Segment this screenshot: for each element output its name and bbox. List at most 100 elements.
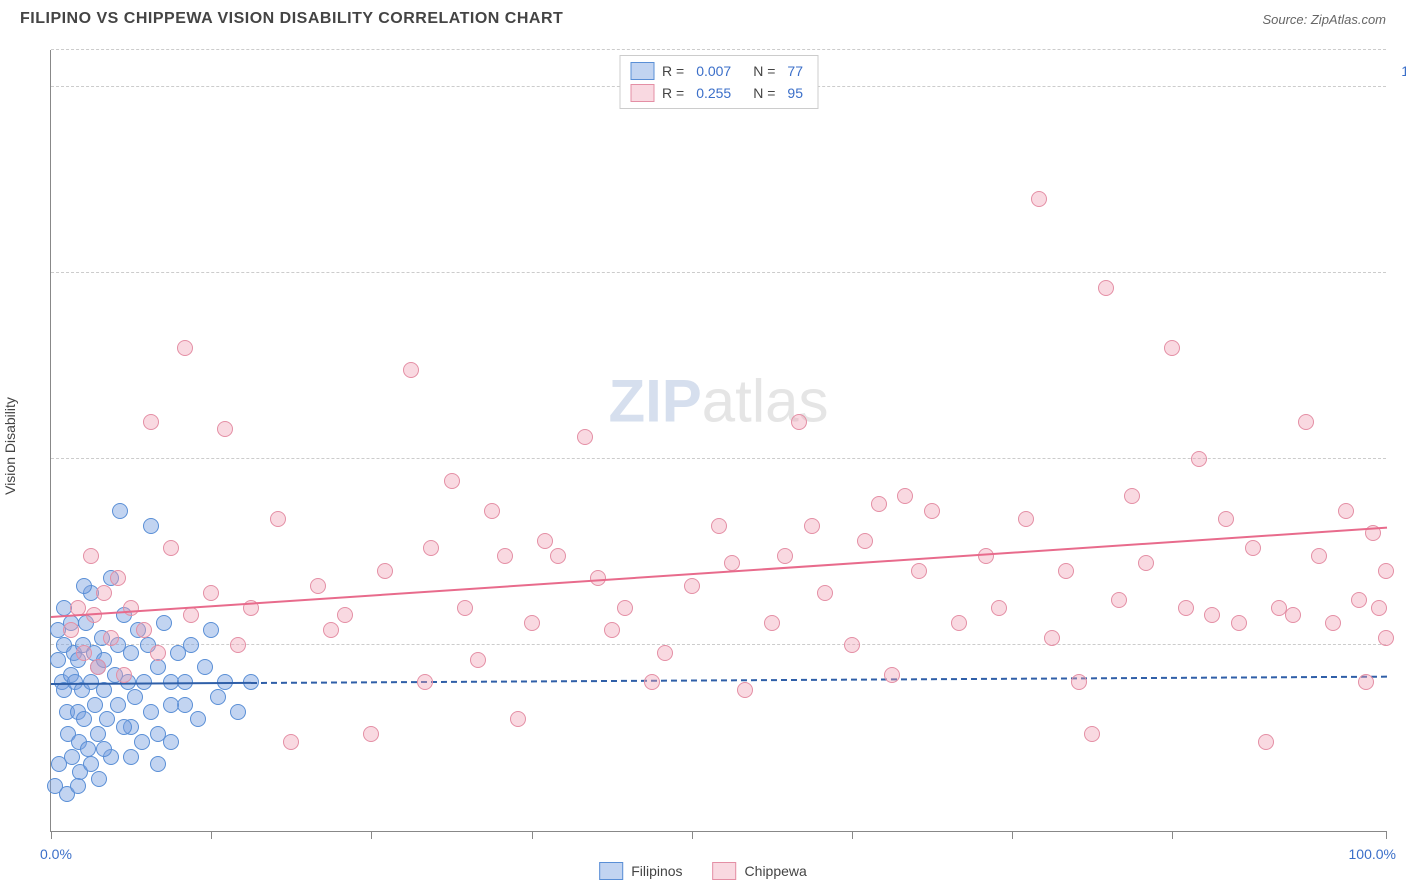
data-point-chippewa [951, 615, 967, 631]
x-axis-min-label: 0.0% [40, 846, 72, 862]
data-point-chippewa [76, 645, 92, 661]
source-attribution: Source: ZipAtlas.com [1262, 12, 1386, 27]
data-point-chippewa [991, 600, 1007, 616]
data-point-chippewa [143, 414, 159, 430]
data-point-filipinos [123, 749, 139, 765]
data-point-chippewa [724, 555, 740, 571]
gridline [51, 458, 1386, 459]
data-point-chippewa [857, 533, 873, 549]
legend-label: Filipinos [631, 863, 682, 879]
data-point-filipinos [123, 645, 139, 661]
data-point-filipinos [99, 711, 115, 727]
data-point-chippewa [310, 578, 326, 594]
y-tick-label: 5.0% [1391, 435, 1406, 451]
data-point-filipinos [91, 771, 107, 787]
data-point-chippewa [1018, 511, 1034, 527]
data-point-chippewa [844, 637, 860, 653]
data-point-chippewa [817, 585, 833, 601]
data-point-chippewa [1358, 674, 1374, 690]
data-point-filipinos [183, 637, 199, 653]
y-tick-label: 7.5% [1391, 249, 1406, 265]
data-point-chippewa [83, 548, 99, 564]
data-point-chippewa [897, 488, 913, 504]
data-point-filipinos [76, 578, 92, 594]
data-point-chippewa [177, 340, 193, 356]
data-point-filipinos [163, 734, 179, 750]
data-point-filipinos [70, 778, 86, 794]
data-point-filipinos [127, 689, 143, 705]
data-point-chippewa [323, 622, 339, 638]
legend-row: R =0.007N =77 [630, 60, 807, 82]
data-point-filipinos [51, 756, 67, 772]
data-point-chippewa [1124, 488, 1140, 504]
data-point-chippewa [524, 615, 540, 631]
data-point-chippewa [577, 429, 593, 445]
y-tick-label: 10.0% [1391, 63, 1406, 79]
data-point-chippewa [510, 711, 526, 727]
data-point-filipinos [87, 697, 103, 713]
legend-row: R =0.255N =95 [630, 82, 807, 104]
data-point-filipinos [156, 615, 172, 631]
data-point-chippewa [1058, 563, 1074, 579]
legend-item: Chippewa [713, 862, 807, 880]
data-point-chippewa [457, 600, 473, 616]
legend-label: Chippewa [745, 863, 807, 879]
data-point-filipinos [143, 518, 159, 534]
data-point-chippewa [337, 607, 353, 623]
data-point-chippewa [1311, 548, 1327, 564]
legend-swatch [630, 84, 654, 102]
data-point-filipinos [50, 652, 66, 668]
data-point-chippewa [871, 496, 887, 512]
data-point-chippewa [617, 600, 633, 616]
data-point-chippewa [183, 607, 199, 623]
data-point-chippewa [1245, 540, 1261, 556]
data-point-filipinos [116, 719, 132, 735]
data-point-chippewa [1204, 607, 1220, 623]
data-point-chippewa [1138, 555, 1154, 571]
data-point-chippewa [1231, 615, 1247, 631]
legend-swatch [599, 862, 623, 880]
data-point-chippewa [123, 600, 139, 616]
gridline [51, 644, 1386, 645]
data-point-chippewa [1351, 592, 1367, 608]
gridline [51, 272, 1386, 273]
series-legend: Filipinos Chippewa [599, 862, 807, 880]
data-point-chippewa [377, 563, 393, 579]
data-point-chippewa [150, 645, 166, 661]
data-point-chippewa [884, 667, 900, 683]
data-point-chippewa [363, 726, 379, 742]
legend-swatch [630, 62, 654, 80]
legend-item: Filipinos [599, 862, 682, 880]
data-point-chippewa [924, 503, 940, 519]
data-point-filipinos [190, 711, 206, 727]
x-axis-max-label: 100.0% [1349, 846, 1396, 862]
data-point-chippewa [1378, 563, 1394, 579]
x-tick [852, 831, 853, 839]
data-point-chippewa [657, 645, 673, 661]
data-point-chippewa [1325, 615, 1341, 631]
data-point-chippewa [1084, 726, 1100, 742]
data-point-chippewa [804, 518, 820, 534]
data-point-chippewa [1285, 607, 1301, 623]
data-point-chippewa [711, 518, 727, 534]
data-point-chippewa [1191, 451, 1207, 467]
data-point-chippewa [1298, 414, 1314, 430]
data-point-chippewa [550, 548, 566, 564]
data-point-chippewa [644, 674, 660, 690]
legend-swatch [713, 862, 737, 880]
data-point-chippewa [203, 585, 219, 601]
chart-title: FILIPINO VS CHIPPEWA VISION DISABILITY C… [20, 10, 563, 28]
data-point-chippewa [423, 540, 439, 556]
y-axis-label: Vision Disability [2, 397, 18, 495]
data-point-chippewa [497, 548, 513, 564]
x-tick [532, 831, 533, 839]
x-tick [692, 831, 693, 839]
data-point-chippewa [1164, 340, 1180, 356]
data-point-chippewa [103, 630, 119, 646]
data-point-chippewa [1378, 630, 1394, 646]
data-point-chippewa [283, 734, 299, 750]
x-tick [1172, 831, 1173, 839]
data-point-chippewa [163, 540, 179, 556]
gridline [51, 49, 1386, 50]
data-point-chippewa [63, 622, 79, 638]
